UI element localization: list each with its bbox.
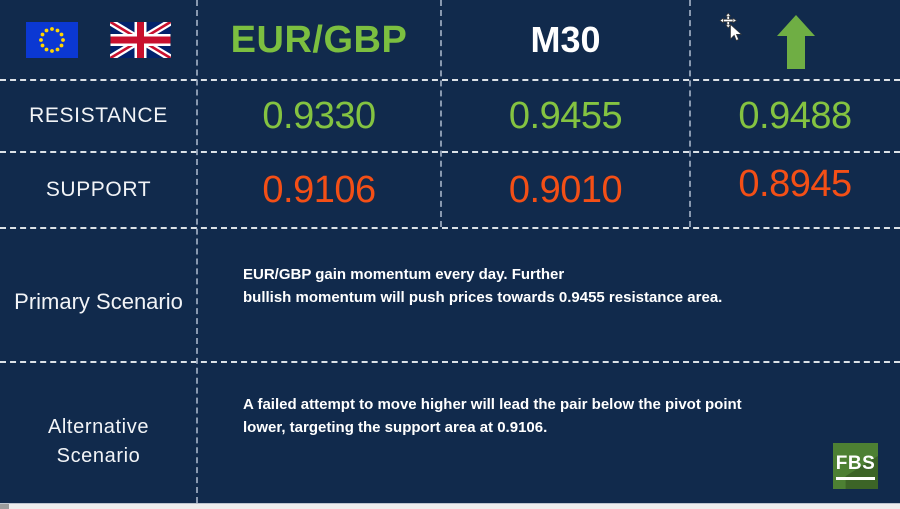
table-grid-line (196, 0, 198, 503)
alternative-scenario-label-line2: Scenario (56, 444, 141, 467)
support-value-3: 0.8945 (738, 162, 852, 205)
trend-up-arrow-icon (777, 15, 815, 69)
resistance-value-3: 0.9488 (738, 94, 852, 137)
alternative-scenario-line1: A failed attempt to move higher will lea… (243, 396, 742, 413)
horizontal-scrollbar[interactable] (0, 503, 900, 509)
primary-scenario-line2: bullish momentum will push prices toward… (243, 288, 723, 306)
primary-scenario-label: Primary Scenario (14, 289, 183, 314)
resistance-label: RESISTANCE (29, 103, 168, 127)
mouse-move-cursor-icon (719, 13, 743, 41)
support-value-1: 0.9106 (262, 168, 376, 211)
scrollbar-thumb[interactable] (0, 504, 9, 509)
alternative-scenario-label-line1: Alternative (47, 415, 150, 438)
timeframe-label: M30 (530, 19, 601, 60)
pair-title: EUR/GBP (230, 18, 408, 61)
eu-flag-icon (26, 22, 78, 58)
table-grid-line (689, 0, 691, 227)
fbs-logo-text: FBS (835, 453, 876, 480)
alternative-scenario-label: Alternative Scenario (48, 413, 149, 471)
primary-scenario-text: EUR/GBP gain momentum every day. Further… (197, 264, 900, 309)
currency-flags (0, 0, 197, 80)
support-value-2: 0.9010 (508, 168, 623, 211)
resistance-value-1: 0.9330 (262, 94, 376, 137)
resistance-value-2: 0.9455 (508, 94, 623, 137)
alternative-scenario-line2: lower, targeting the support area at 0.9… (243, 418, 548, 436)
uk-flag-icon (110, 22, 171, 58)
table-grid-line (0, 79, 900, 81)
support-label: SUPPORT (45, 177, 152, 201)
table-grid-line (440, 0, 442, 227)
table-grid-line (0, 151, 900, 153)
fbs-logo: FBS (833, 443, 878, 489)
primary-scenario-line1: EUR/GBP gain momentum every day. Further (243, 266, 565, 283)
alternative-scenario-text: A failed attempt to move higher will lea… (197, 394, 900, 439)
table-grid-line (0, 227, 900, 229)
table-grid-line (0, 361, 900, 363)
